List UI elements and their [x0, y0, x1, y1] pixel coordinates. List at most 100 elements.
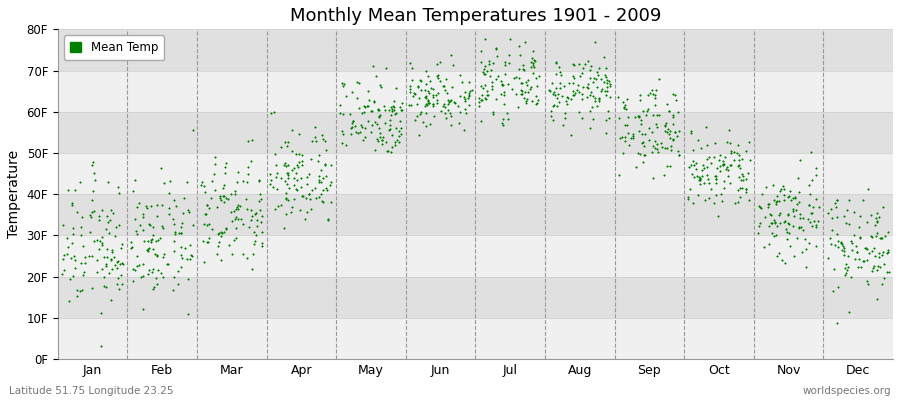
Point [479, 96, 493, 102]
Point [433, 78, 447, 84]
Point [220, 196, 235, 202]
Point [847, 232, 861, 238]
Point [66, 231, 80, 237]
Point [648, 145, 662, 152]
Point [410, 100, 425, 107]
Point [407, 89, 421, 96]
Point [378, 107, 392, 114]
Point [503, 36, 517, 42]
Point [281, 138, 295, 145]
Point [63, 255, 77, 262]
Point [692, 181, 706, 187]
Point [619, 96, 634, 102]
Point [140, 247, 154, 254]
Point [115, 281, 130, 287]
Point [721, 173, 735, 179]
Point [208, 154, 222, 160]
Point [410, 84, 425, 90]
Point [495, 121, 509, 128]
Point [148, 238, 163, 244]
Point [176, 210, 190, 217]
Point [174, 252, 188, 258]
Point [135, 260, 149, 267]
Point [839, 270, 853, 277]
Point [868, 215, 883, 222]
Point [316, 136, 330, 142]
Point [480, 88, 494, 94]
Point [788, 253, 802, 260]
Point [320, 185, 334, 191]
Point [665, 121, 680, 128]
Point [315, 199, 329, 206]
Point [274, 144, 288, 150]
Point [790, 174, 805, 181]
Point [651, 148, 665, 155]
Point [837, 248, 851, 254]
Point [480, 92, 494, 98]
Point [752, 230, 766, 236]
Point [113, 272, 128, 278]
Point [85, 209, 99, 215]
Point [761, 200, 776, 207]
Point [518, 39, 532, 46]
Point [453, 92, 467, 99]
Point [495, 82, 509, 88]
Point [309, 138, 323, 144]
Point [136, 227, 150, 233]
Point [103, 217, 117, 224]
Point [476, 85, 491, 91]
Point [181, 276, 195, 282]
Point [508, 90, 523, 97]
Point [589, 75, 603, 82]
Point [149, 281, 164, 288]
Point [852, 256, 867, 262]
Point [616, 150, 630, 156]
Point [752, 203, 766, 209]
Point [518, 98, 533, 104]
Point [410, 113, 424, 119]
Point [668, 92, 682, 98]
Point [496, 115, 510, 122]
Point [662, 108, 676, 114]
Point [148, 250, 162, 257]
Point [104, 206, 119, 213]
Point [181, 206, 195, 213]
Point [240, 179, 255, 185]
Point [555, 122, 570, 128]
Point [758, 214, 772, 220]
Point [416, 119, 430, 125]
Bar [58, 236, 893, 277]
Point [550, 95, 564, 101]
Point [599, 77, 614, 83]
Point [775, 256, 789, 263]
Point [216, 192, 230, 199]
Point [742, 138, 757, 145]
Point [872, 250, 886, 256]
Point [545, 103, 560, 109]
Point [648, 102, 662, 108]
Point [70, 293, 85, 299]
Point [228, 191, 242, 197]
Point [444, 122, 458, 128]
Point [293, 207, 308, 213]
Point [716, 161, 730, 167]
Point [87, 170, 102, 177]
Point [685, 158, 699, 164]
Point [763, 210, 778, 217]
Point [219, 226, 233, 232]
Point [246, 251, 260, 258]
Point [583, 67, 598, 73]
Point [379, 139, 393, 145]
Point [873, 235, 887, 241]
Point [408, 91, 422, 98]
Point [264, 110, 278, 116]
Point [382, 117, 397, 123]
Point [86, 158, 100, 165]
Point [647, 95, 662, 101]
Point [269, 174, 284, 180]
Point [791, 189, 806, 195]
Point [364, 108, 379, 114]
Point [125, 244, 140, 250]
Point [65, 239, 79, 246]
Point [721, 167, 735, 173]
